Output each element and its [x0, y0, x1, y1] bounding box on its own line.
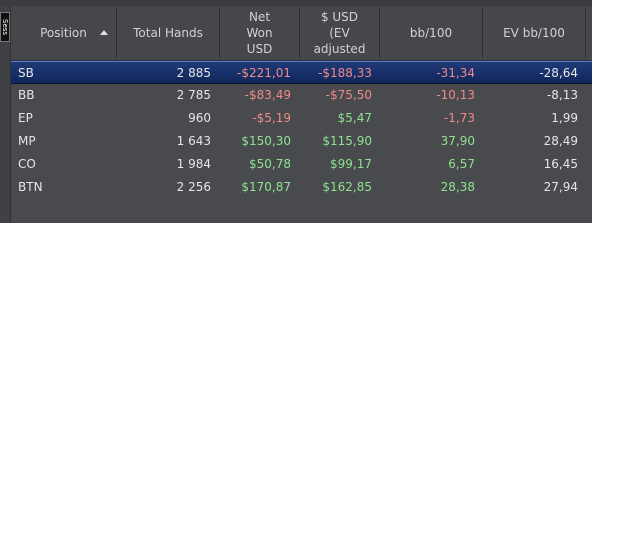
column-header-usd-ev[interactable]: $ USD (EV adjusted [300, 6, 379, 60]
column-header-total-hands[interactable]: Total Hands [117, 6, 219, 60]
cell-usd-ev: -$75,50 [325, 88, 372, 102]
cell-position: EP [18, 111, 33, 125]
column-label: Position [40, 26, 87, 40]
cell-total-hands: 1 984 [176, 157, 211, 171]
table-row[interactable]: BTN 2 256 $170,87 $162,85 28,38 27,94 [11, 176, 592, 199]
table-header: Position Total Hands Net Won USD $ USD (… [11, 6, 592, 61]
cell-usd-ev: $115,90 [322, 134, 372, 148]
table-row[interactable]: SB 2 885 -$221,01 -$188,33 -31,34 -28,64 [11, 61, 592, 84]
cell-usd-ev: -$188,33 [318, 66, 372, 80]
column-label: bb/100 [409, 26, 453, 40]
cell-total-hands: 2 256 [176, 180, 211, 194]
cell-total-hands: 2 785 [176, 88, 211, 102]
cell-usd-ev: $162,85 [322, 180, 372, 194]
cell-bb100: -1,73 [443, 111, 475, 125]
cell-total-hands: 1 643 [176, 134, 211, 148]
table-row[interactable]: CO 1 984 $50,78 $99,17 6,57 16,45 [11, 153, 592, 176]
cell-total-hands: 2 885 [176, 66, 211, 80]
column-divider[interactable] [299, 8, 300, 58]
cell-net-won: $170,87 [241, 180, 291, 194]
cell-ev-bb100: 27,94 [543, 180, 578, 194]
cell-net-won: $150,30 [241, 134, 291, 148]
column-divider[interactable] [116, 8, 117, 58]
cell-usd-ev: $5,47 [337, 111, 372, 125]
table-row[interactable]: EP 960 -$5,19 $5,47 -1,73 1,99 [11, 107, 592, 130]
column-label: EV bb/100 [503, 26, 565, 40]
cell-position: BB [18, 88, 35, 102]
cell-net-won: -$221,01 [237, 66, 291, 80]
table-row[interactable]: BB 2 785 -$83,49 -$75,50 -10,13 -8,13 [11, 84, 592, 107]
cell-ev-bb100: -8,13 [546, 88, 578, 102]
cell-ev-bb100: 28,49 [543, 134, 578, 148]
side-tab[interactable]: Sess [0, 6, 11, 223]
column-divider[interactable] [379, 8, 380, 58]
column-header-bb100[interactable]: bb/100 [380, 6, 482, 60]
cell-ev-bb100: 16,45 [543, 157, 578, 171]
cell-total-hands: 960 [188, 111, 211, 125]
cell-bb100: -10,13 [436, 88, 475, 102]
cell-ev-bb100: -28,64 [539, 66, 578, 80]
column-label: Net Won USD [246, 10, 273, 56]
column-label: Total Hands [133, 26, 203, 40]
cell-position: SB [18, 66, 34, 80]
cell-position: BTN [18, 180, 43, 194]
column-label: $ USD (EV adjusted [313, 10, 366, 56]
cell-net-won: -$83,49 [244, 88, 291, 102]
cell-ev-bb100: 1,99 [551, 111, 578, 125]
cell-position: CO [18, 157, 36, 171]
sort-ascending-icon[interactable] [100, 30, 108, 35]
column-header-position[interactable]: Position [11, 6, 116, 60]
side-tab-label[interactable]: Sess [0, 12, 10, 42]
cell-net-won: $50,78 [249, 157, 291, 171]
column-header-ev-bb100[interactable]: EV bb/100 [483, 6, 585, 60]
table-row[interactable]: MP 1 643 $150,30 $115,90 37,90 28,49 [11, 130, 592, 153]
cell-usd-ev: $99,17 [330, 157, 372, 171]
column-divider[interactable] [482, 8, 483, 58]
top-strip [0, 0, 592, 6]
cell-position: MP [18, 134, 36, 148]
cell-bb100: 37,90 [440, 134, 475, 148]
column-header-net-won[interactable]: Net Won USD [220, 6, 299, 60]
cell-bb100: 6,57 [448, 157, 475, 171]
column-divider[interactable] [219, 8, 220, 58]
table-body: SB 2 885 -$221,01 -$188,33 -31,34 -28,64… [11, 61, 592, 199]
cell-net-won: -$5,19 [252, 111, 291, 125]
cell-bb100: -31,34 [436, 66, 475, 80]
stats-panel: Sess Position Total Hands Net Won USD $ … [0, 0, 592, 223]
cell-bb100: 28,38 [440, 180, 475, 194]
column-divider[interactable] [585, 8, 586, 58]
